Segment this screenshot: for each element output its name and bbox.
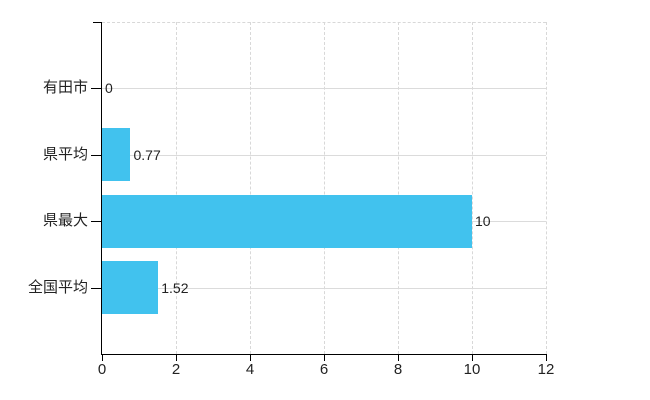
y-tick — [91, 287, 101, 289]
bar[interactable] — [102, 261, 159, 315]
x-tick — [176, 354, 177, 361]
x-tick — [398, 354, 399, 361]
x-tick — [546, 354, 547, 361]
bar-value-label: 10 — [475, 213, 491, 230]
gridline-vertical — [398, 22, 399, 354]
x-tick — [250, 354, 251, 361]
bar-value-label: 0.77 — [133, 146, 161, 163]
y-axis-top-tick — [93, 22, 101, 23]
x-tick-label: 0 — [97, 361, 107, 378]
x-tick-label: 10 — [463, 361, 481, 378]
x-tick-label: 8 — [393, 361, 403, 378]
gridline-vertical — [546, 22, 547, 354]
x-tick — [472, 354, 473, 361]
bar[interactable] — [102, 128, 131, 182]
x-tick — [324, 354, 325, 361]
y-tick — [91, 154, 101, 156]
x-tick-label: 12 — [537, 361, 555, 378]
gridline-horizontal — [102, 88, 546, 90]
gridline-vertical — [250, 22, 251, 354]
category-label: 県最大 — [42, 212, 88, 230]
bar-value-label: 1.52 — [161, 279, 189, 296]
bar-value-label: 0 — [105, 80, 113, 97]
bar[interactable] — [102, 194, 472, 248]
category-label: 有田市 — [42, 79, 88, 97]
gridline-vertical — [176, 22, 177, 354]
gridline-horizontal — [102, 287, 546, 289]
category-label: 県平均 — [42, 145, 88, 163]
x-tick-label: 6 — [319, 361, 329, 378]
y-tick — [91, 88, 101, 90]
category-label: 全国平均 — [27, 278, 88, 296]
gridline-horizontal — [102, 154, 546, 156]
x-tick-label: 2 — [171, 361, 181, 378]
y-axis — [101, 22, 102, 355]
gridline-vertical — [472, 22, 473, 354]
gridline-vertical — [324, 22, 325, 354]
x-tick-label: 4 — [245, 361, 255, 378]
y-tick — [91, 221, 101, 223]
x-tick — [102, 354, 103, 361]
